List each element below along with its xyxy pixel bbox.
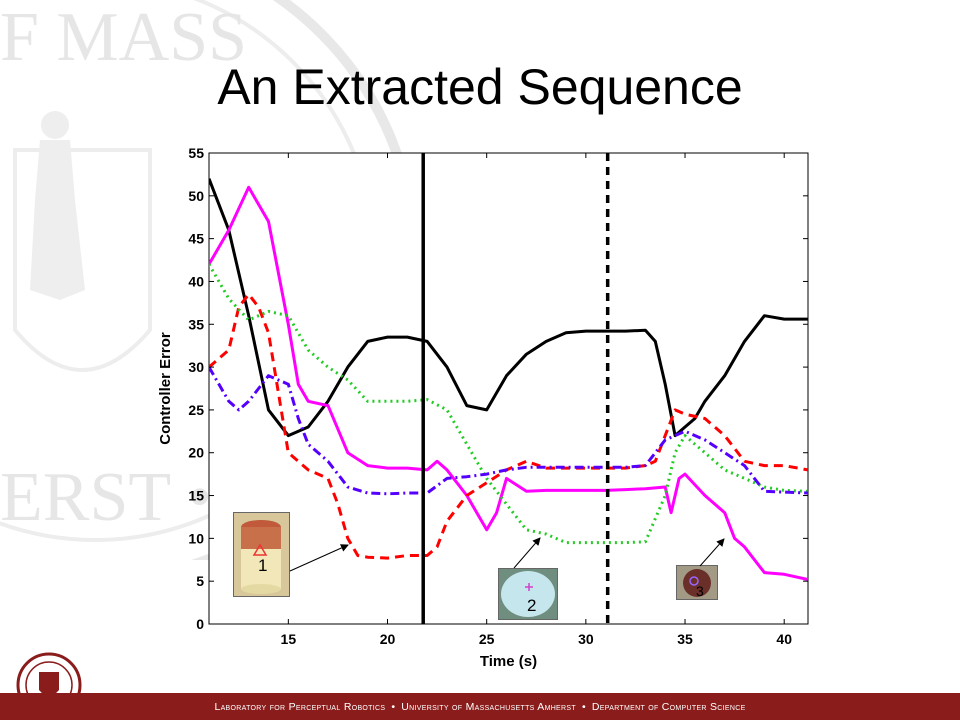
triangle-marker-icon [252,543,268,556]
plus-marker-icon [525,583,533,591]
series-line-1 [209,178,808,438]
x-tick-label: 35 [677,631,693,647]
x-tick-label: 30 [578,631,594,647]
y-tick-label: 0 [196,616,204,632]
thumbnail-2: 2 [498,568,558,620]
footer-bar: Laboratory for Perceptual Robotics • Uni… [0,693,960,720]
circle-marker-icon [689,576,699,586]
disc-photo [499,569,557,619]
x-tick-label: 25 [479,631,495,647]
y-tick-label: 55 [188,145,204,161]
footer-university: University of Massachusetts Amherst [401,700,576,713]
svg-text:ERST •: ERST • [0,459,212,536]
footer-department: Department of Computer Science [591,700,746,713]
y-tick-label: 35 [188,316,204,332]
thumbnail-3: 3 [676,565,718,600]
slide-title: An Extracted Sequence [217,59,743,115]
y-tick-label: 30 [188,359,204,375]
footer-separator: • [581,700,586,713]
y-tick-label: 50 [188,188,204,204]
footer-lab: Laboratory for Perceptual Robotics [214,700,386,713]
y-tick-label: 5 [196,573,204,589]
thumbnail-label: 3 [696,583,704,599]
plot-frame [208,152,809,625]
svg-text:F MASS: F MASS [0,0,247,76]
x-tick-label: 40 [776,631,792,647]
x-tick-label: 15 [281,631,297,647]
thumbnail-label: 1 [258,556,268,575]
y-tick-label: 20 [188,445,204,461]
x-axis-label: Time (s) [480,653,537,670]
thumbnail-label: 2 [527,596,537,615]
thumbnail-1: 1 [233,512,290,597]
y-tick-label: 15 [188,488,204,504]
x-tick-label: 20 [380,631,396,647]
y-axis-label: Controller Error [157,332,174,445]
y-tick-label: 40 [188,273,204,289]
series-line-5 [209,366,808,496]
series-line-3 [209,292,808,560]
series-line-2 [209,185,808,581]
y-tick-label: 25 [188,402,204,418]
footer-separator: • [391,700,396,713]
y-tick-label: 45 [188,231,204,247]
y-tick-label: 10 [188,530,204,546]
